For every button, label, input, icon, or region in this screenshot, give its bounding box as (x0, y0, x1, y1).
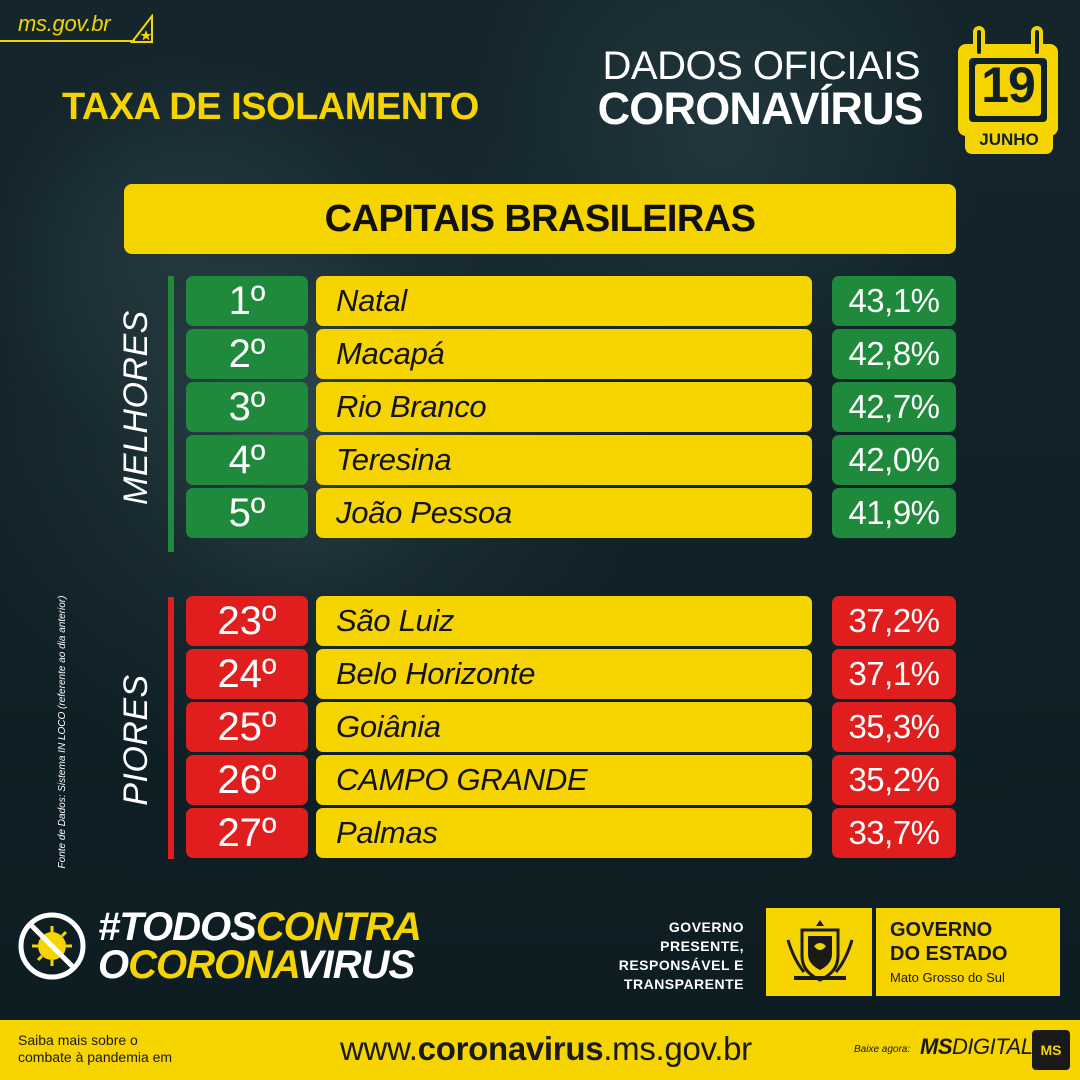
slogan-line: GOVERNO (668, 919, 744, 935)
logo-divider (872, 908, 876, 996)
site-url: ms.gov.br (18, 11, 111, 36)
hashtag-part: VIRUS (296, 943, 415, 987)
city-name: Natal (316, 276, 812, 326)
source-note: Fonte de Dados: Sistema IN LOCO (referen… (57, 595, 68, 869)
url-part: www. (340, 1030, 418, 1067)
ranking-row: 26º CAMPO GRANDE 35,2% (186, 755, 958, 805)
city-name: Macapá (316, 329, 812, 379)
state-coat-of-arms-icon (786, 920, 854, 982)
app-name-part: MS (920, 1034, 953, 1059)
app-name[interactable]: MSDIGITAL (920, 1034, 1033, 1060)
hashtag-part: CORONA (128, 943, 298, 987)
section-title: CAPITAIS BRASILEIRAS (124, 184, 956, 254)
isolation-rate: 37,1% (832, 649, 956, 699)
isolation-rate: 42,8% (832, 329, 956, 379)
app-name-part: DIGITAL (952, 1034, 1033, 1059)
ranking-row: 5º João Pessoa 41,9% (186, 488, 958, 538)
government-name: GOVERNO (890, 919, 993, 941)
rank-badge: 4º (186, 435, 308, 485)
isolation-rate: 43,1% (832, 276, 956, 326)
city-name: Teresina (316, 435, 812, 485)
dados-oficiais-label: DADOS OFICIAIS (602, 44, 921, 88)
rank-badge: 25º (186, 702, 308, 752)
worst-group-bar (168, 597, 174, 859)
ranking-row: 23º São Luiz 37,2% (186, 596, 958, 646)
hashtag-part: #TODOS (98, 905, 257, 949)
isolation-rate: 42,7% (832, 382, 956, 432)
slogan-line: PRESENTE, (660, 938, 744, 954)
slogan-line: RESPONSÁVEL E (618, 957, 744, 973)
city-name: João Pessoa (316, 488, 812, 538)
site-underline (0, 40, 135, 42)
footer-info: Saiba mais sobre o combate à pandemia em (18, 1032, 208, 1066)
slogan-line: TRANSPARENTE (623, 976, 744, 992)
city-name: CAMPO GRANDE (316, 755, 812, 805)
download-label: Baixe agora: (854, 1044, 911, 1055)
no-virus-icon (18, 912, 86, 980)
best-group-label: MELHORES (117, 310, 155, 505)
page-title: TAXA DE ISOLAMENTO (62, 86, 479, 128)
isolation-rate: 42,0% (832, 435, 956, 485)
city-name: Palmas (316, 808, 812, 858)
calendar-ring-icon (1031, 26, 1043, 58)
city-name: Belo Horizonte (316, 649, 812, 699)
calendar-page (969, 58, 1047, 122)
rank-badge: 23º (186, 596, 308, 646)
ranking-row: 24º Belo Horizonte 37,1% (186, 649, 958, 699)
calendar-icon: 19 JUNHO (955, 18, 1065, 158)
footer-info-line: combate à pandemia em (18, 1049, 173, 1065)
rank-badge: 24º (186, 649, 308, 699)
isolation-rate: 33,7% (832, 808, 956, 858)
site-tag[interactable]: ms.gov.br (0, 0, 158, 48)
state-name: Mato Grosso do Sul (890, 970, 1005, 985)
campaign-hashtag: #TODOSCONTRA OCORONAVIRUS (98, 905, 422, 987)
government-name: DO ESTADO (890, 943, 1008, 965)
rank-badge: 2º (186, 329, 308, 379)
rank-badge: 27º (186, 808, 308, 858)
rank-badge: 26º (186, 755, 308, 805)
isolation-rate: 41,9% (832, 488, 956, 538)
coronavirus-label: CORONAVÍRUS (597, 83, 924, 134)
footer-bar: Saiba mais sobre o combate à pandemia em… (0, 1020, 1080, 1080)
ranking-row: 4º Teresina 42,0% (186, 435, 958, 485)
calendar-month: JUNHO (965, 126, 1053, 154)
best-group-bar (168, 276, 174, 552)
ranking-row: 2º Macapá 42,8% (186, 329, 958, 379)
hashtag-part: CONTRA (255, 905, 422, 949)
calendar-ring-icon (973, 26, 985, 58)
isolation-rate: 35,2% (832, 755, 956, 805)
isolation-rate: 35,3% (832, 702, 956, 752)
worst-group-label: PIORES (117, 674, 155, 806)
ranking-row: 25º Goiânia 35,3% (186, 702, 958, 752)
rank-badge: 3º (186, 382, 308, 432)
ranking-row: 27º Palmas 33,7% (186, 808, 958, 858)
rank-badge: 1º (186, 276, 308, 326)
government-slogan: GOVERNO PRESENTE, RESPONSÁVEL E TRANSPAR… (590, 918, 744, 994)
star-icon (130, 14, 153, 43)
isolation-rate: 37,2% (832, 596, 956, 646)
url-part: coronavirus (417, 1030, 604, 1067)
rank-badge: 5º (186, 488, 308, 538)
ranking-row: 1º Natal 43,1% (186, 276, 958, 326)
city-name: São Luiz (316, 596, 812, 646)
app-badge-icon[interactable]: MS (1032, 1030, 1070, 1070)
government-logo[interactable]: GOVERNO DO ESTADO Mato Grosso do Sul (766, 908, 1060, 996)
city-name: Goiânia (316, 702, 812, 752)
footer-info-line: Saiba mais sobre o (18, 1032, 138, 1048)
calendar-day: 19 (981, 57, 1036, 113)
url-part: .ms.gov.br (603, 1030, 752, 1067)
hashtag-part: O (98, 943, 129, 987)
city-name: Rio Branco (316, 382, 812, 432)
website-link[interactable]: www.coronavirus.ms.gov.br (340, 1030, 752, 1068)
ranking-row: 3º Rio Branco 42,7% (186, 382, 958, 432)
